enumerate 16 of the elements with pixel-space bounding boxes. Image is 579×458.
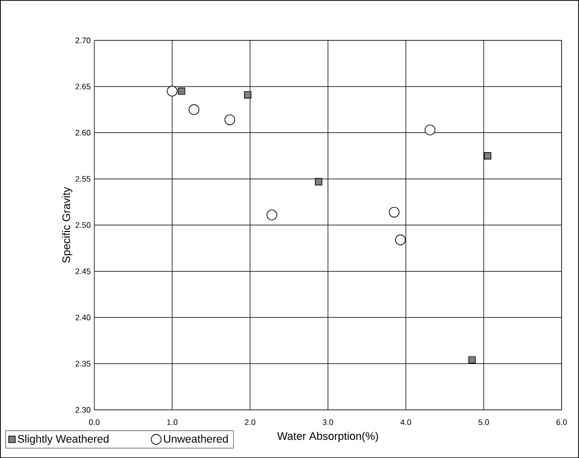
x-axis-title: Water Absorption(%) bbox=[277, 432, 378, 442]
point bbox=[424, 124, 436, 136]
point bbox=[468, 356, 476, 364]
point bbox=[188, 104, 200, 115]
point bbox=[178, 87, 186, 95]
point bbox=[244, 91, 252, 98]
point bbox=[224, 114, 236, 126]
point bbox=[166, 86, 178, 96]
point bbox=[388, 206, 400, 218]
point bbox=[484, 152, 492, 160]
point bbox=[266, 210, 278, 220]
legend-label: Unweathered bbox=[164, 434, 228, 443]
point bbox=[314, 178, 322, 186]
point bbox=[395, 234, 406, 246]
y-axis-title: Specific Gravity bbox=[62, 186, 72, 263]
legend-label: Slightly Weathered bbox=[18, 434, 109, 445]
